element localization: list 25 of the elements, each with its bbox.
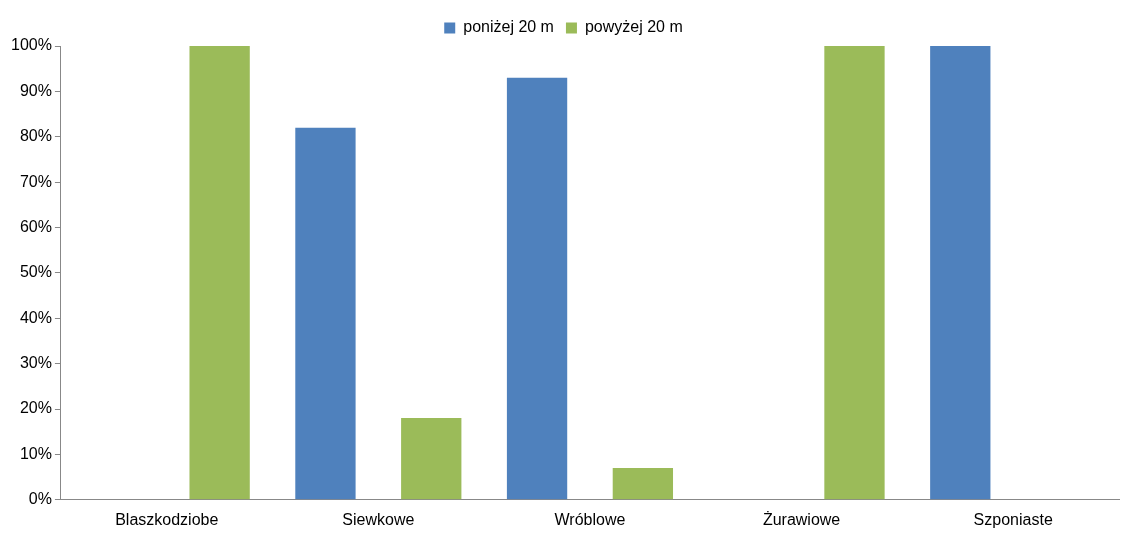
y-tick-label: 40%: [19, 308, 52, 326]
x-tick-label: Wróblowe: [554, 510, 626, 528]
legend-label: powyżej 20 m: [584, 18, 683, 36]
bar: [612, 468, 674, 500]
bar: [295, 127, 356, 500]
y-tick-label: 60%: [19, 217, 52, 235]
x-tick-label: Szponiaste: [973, 510, 1053, 528]
x-tick-label: Blaszkodziobe: [115, 510, 219, 528]
y-tick-label: 0%: [28, 490, 52, 508]
y-tick-label: 30%: [19, 354, 52, 372]
y-tick-label: 80%: [19, 127, 52, 145]
y-tick-label: 100%: [11, 36, 52, 54]
y-tick-label: 90%: [19, 81, 52, 99]
bar: [824, 46, 885, 500]
bar: [930, 46, 991, 500]
bar: [506, 77, 568, 500]
bar: [401, 418, 462, 500]
y-tick-label: 70%: [19, 172, 52, 190]
legend-label: poniżej 20 m: [463, 18, 554, 36]
y-tick-label: 50%: [19, 263, 52, 281]
x-tick-label: Żurawiowe: [762, 509, 841, 528]
x-tick-label: Siewkowe: [342, 510, 415, 528]
y-tick-label: 20%: [19, 399, 52, 417]
y-tick-label: 10%: [19, 444, 52, 462]
bar: [189, 46, 250, 500]
